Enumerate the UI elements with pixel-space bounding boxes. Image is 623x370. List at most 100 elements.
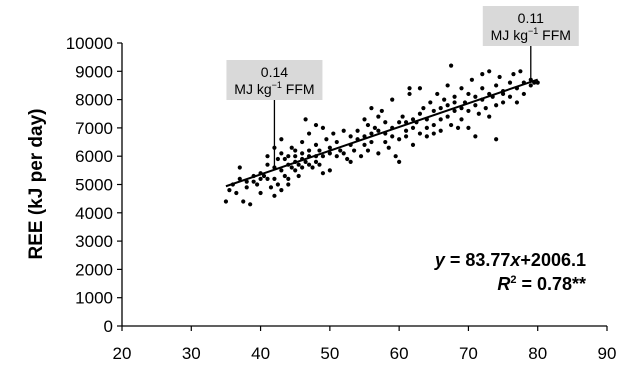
data-point: [494, 137, 499, 142]
data-point: [459, 117, 464, 122]
data-point: [521, 91, 526, 97]
data-point: [251, 179, 256, 184]
data-point: [355, 128, 360, 133]
data-point: [241, 199, 246, 204]
data-point: [279, 168, 284, 173]
y-tick-label: 2000: [75, 260, 113, 279]
data-point: [320, 154, 326, 159]
annotation-value: 0.11: [518, 10, 544, 26]
data-point: [438, 128, 443, 133]
x-tick-label: 80: [528, 344, 547, 363]
data-point: [445, 114, 450, 119]
data-point: [473, 134, 478, 139]
data-point: [466, 125, 471, 130]
data-point: [435, 91, 440, 97]
annotation-unit-sup: −1: [528, 26, 538, 36]
data-point: [341, 128, 346, 133]
data-point: [362, 142, 367, 147]
data-point: [428, 100, 433, 105]
data-point: [306, 162, 312, 167]
data-point: [473, 94, 478, 99]
data-point: [365, 122, 371, 128]
data-point: [476, 111, 481, 116]
trendline: [225, 78, 539, 188]
x-tick-label: 70: [459, 344, 478, 363]
data-point: [452, 94, 457, 99]
data-point: [483, 105, 488, 111]
data-point: [293, 148, 298, 153]
data-point: [286, 182, 291, 187]
data-point: [320, 171, 326, 176]
data-point: [449, 63, 454, 68]
regression-equation: y = 83.77x+2006.1: [434, 250, 586, 270]
eq-x-var: x: [509, 250, 521, 270]
data-point: [348, 159, 353, 164]
y-axis: 0 1000 2000 3000 4000 5000 6000 7000 8000 9000 100…: [66, 34, 123, 336]
y-tick-label: 1000: [75, 289, 113, 308]
data-point: [300, 139, 305, 145]
data-point: [376, 151, 381, 156]
data-point: [227, 188, 232, 193]
data-point: [306, 131, 312, 136]
data-point: [403, 134, 409, 139]
data-point: [237, 165, 242, 170]
data-point: [293, 154, 298, 159]
x-tick-label: 60: [390, 344, 409, 363]
data-point: [424, 125, 429, 130]
data-point: [265, 154, 270, 159]
annotation-value: 0.14: [261, 64, 288, 80]
data-point: [306, 148, 312, 153]
y-axis-title: REE (kJ per day): [26, 109, 47, 260]
data-point: [535, 80, 540, 85]
data-point: [376, 128, 381, 133]
data-point: [345, 156, 350, 162]
data-point: [417, 86, 423, 91]
annotation-unit: MJ kg−1 FFM: [234, 80, 314, 97]
data-point: [223, 199, 229, 204]
data-point: [500, 100, 506, 105]
x-tick-label: 20: [113, 344, 132, 363]
data-point: [455, 125, 461, 130]
data-point: [500, 91, 506, 97]
data-point: [338, 148, 343, 153]
data-point: [431, 131, 436, 136]
data-point: [383, 120, 388, 125]
data-point: [379, 108, 384, 114]
data-point: [358, 154, 364, 159]
x-axis: 20 30 40 50 60 70 80 90: [113, 325, 616, 363]
annotation-unit-main: MJ kg: [491, 27, 528, 43]
annotation-unit-main: MJ kg: [234, 81, 271, 97]
data-point: [334, 139, 339, 145]
data-point: [424, 134, 429, 139]
r-squared: R2 = 0.78**: [497, 274, 586, 294]
data-point: [303, 159, 308, 164]
data-point: [234, 190, 239, 196]
data-point: [369, 105, 374, 111]
r2-sup: 2: [510, 274, 516, 286]
data-point: [265, 162, 270, 167]
data-point: [466, 91, 471, 97]
data-point: [317, 162, 322, 167]
data-point: [237, 176, 242, 181]
y-tick-label: 8000: [75, 91, 113, 110]
data-point: [452, 100, 457, 105]
data-point: [438, 105, 443, 111]
data-point: [282, 156, 287, 162]
data-point: [248, 202, 253, 207]
data-point: [300, 165, 305, 170]
data-point: [320, 125, 326, 130]
data-point: [449, 122, 454, 128]
data-point: [410, 142, 416, 147]
data-point: [258, 190, 263, 196]
r2-value: = 0.78**: [516, 274, 586, 294]
data-point: [362, 117, 367, 122]
data-point: [303, 117, 308, 122]
data-point: [400, 114, 405, 119]
data-point: [511, 72, 516, 77]
data-point: [282, 173, 287, 179]
trendline-group: [225, 78, 539, 188]
data-point: [397, 159, 402, 164]
x-tick-label: 30: [182, 344, 201, 363]
data-point: [286, 176, 291, 181]
